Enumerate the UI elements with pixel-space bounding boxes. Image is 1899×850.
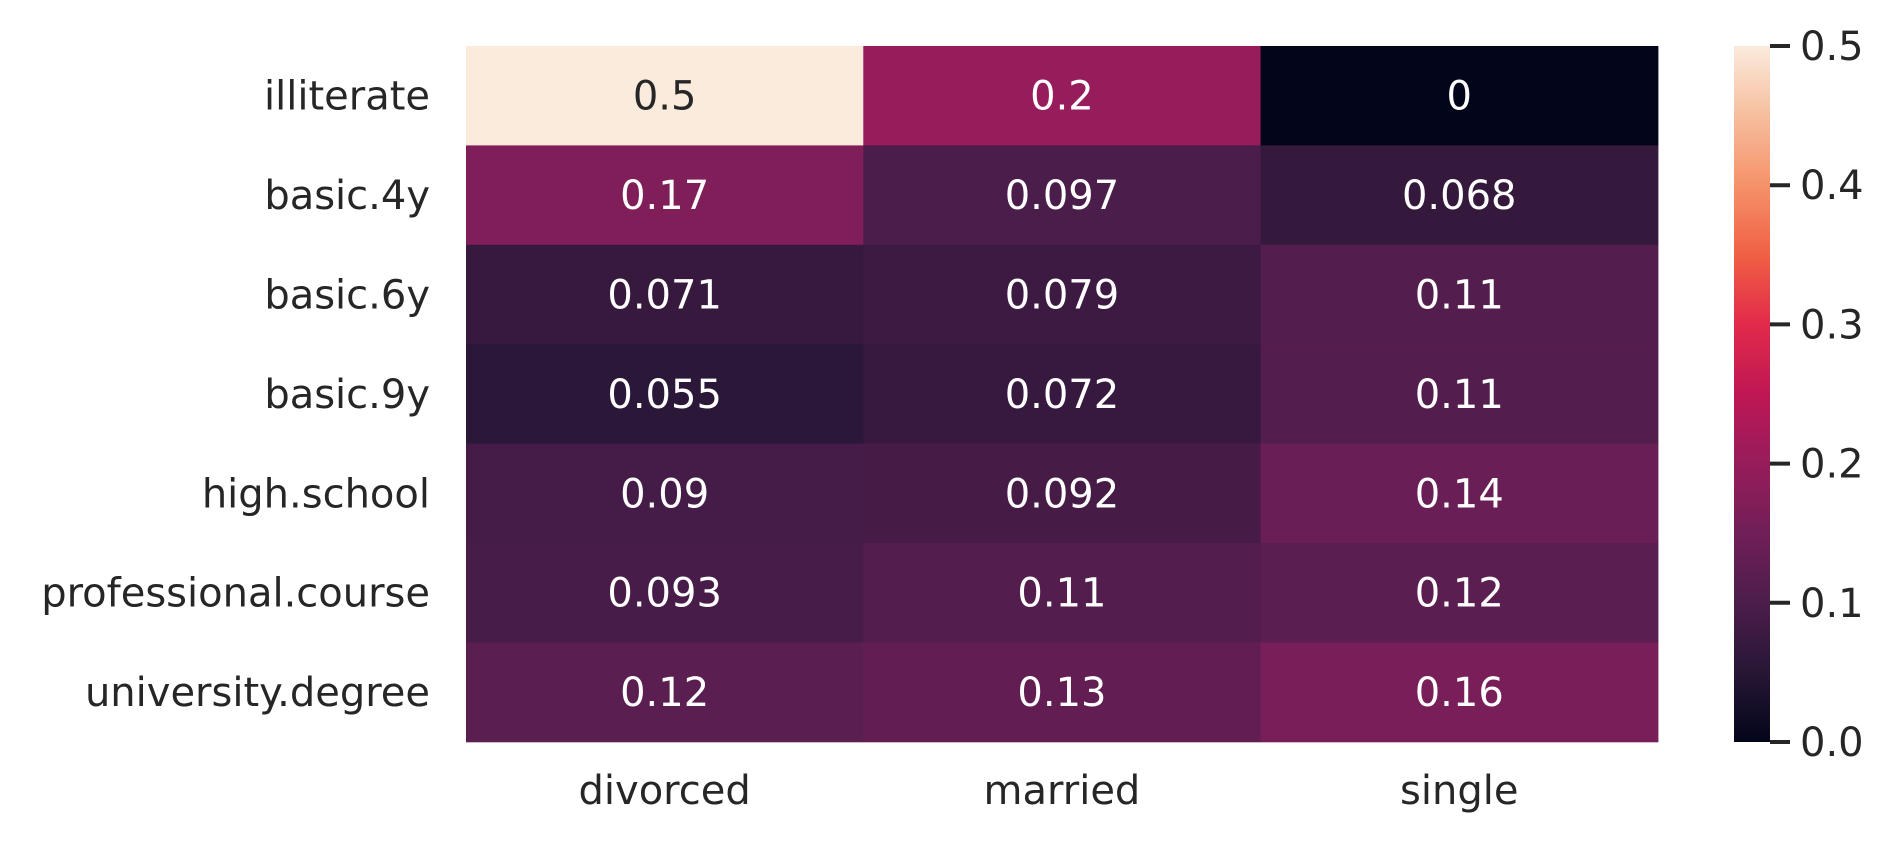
- cell-value-label: 0.16: [1415, 670, 1504, 716]
- heatmap-cell-professional.course-single: [1260, 543, 1659, 643]
- heatmap-cell-professional.course-divorced: [466, 543, 864, 643]
- colorbar: 0.0 0.1 0.2 0.3 0.4 0.5: [1734, 24, 1864, 766]
- heatmap-cell-basic.4y-married: [863, 145, 1262, 246]
- cell-value-label: 0.072: [1005, 372, 1120, 418]
- heatmap-cell-professional.course-married: [863, 543, 1262, 643]
- column-label-single: single: [1400, 768, 1518, 814]
- row-label-basic.9y: basic.9y: [264, 372, 430, 418]
- colorbar-tick-label: 0.0: [1800, 720, 1864, 766]
- row-label-basic.4y: basic.4y: [264, 173, 430, 219]
- row-label-basic.6y: basic.6y: [264, 273, 430, 319]
- heatmap-cell-basic.6y-divorced: [466, 244, 864, 345]
- cell-value-label: 0.11: [1017, 571, 1106, 617]
- heatmap-cell-basic.6y-single: [1260, 244, 1659, 345]
- heatmap-cell-university.degree-married: [863, 642, 1262, 743]
- heatmap-cell-basic.9y-divorced: [466, 344, 864, 445]
- colorbar-tick-label: 0.4: [1800, 163, 1864, 209]
- heatmap-cell-university.degree-divorced: [466, 642, 864, 743]
- row-label-professional.course: professional.course: [41, 571, 430, 617]
- heatmap-cell-basic.9y-single: [1260, 344, 1659, 445]
- colorbar-gradient: [1734, 46, 1770, 742]
- heatmap-cell-university.degree-single: [1260, 642, 1659, 743]
- cell-value-label: 0.097: [1005, 173, 1120, 219]
- colorbar-tick-label: 0.5: [1800, 24, 1864, 70]
- cell-value-label: 0.068: [1402, 173, 1517, 219]
- heatmap-cell-illiterate-divorced: [466, 46, 864, 146]
- cell-value-label: 0.09: [620, 471, 709, 517]
- colorbar-tick-label: 0.3: [1800, 302, 1864, 348]
- heatmap-cell-high.school-married: [863, 443, 1262, 544]
- column-label-divorced: divorced: [579, 768, 751, 814]
- heatmap-cell-basic.4y-single: [1260, 145, 1659, 246]
- column-labels: divorced married single: [579, 768, 1519, 814]
- heatmap-cell-high.school-single: [1260, 443, 1659, 544]
- cell-value-label: 0.093: [607, 571, 722, 617]
- heatmap-cell-basic.4y-divorced: [466, 145, 864, 246]
- column-label-married: married: [984, 768, 1141, 814]
- heatmap-cell-illiterate-single: [1260, 46, 1659, 146]
- cell-value-label: 0.17: [620, 173, 709, 219]
- row-label-high.school: high.school: [202, 471, 430, 517]
- row-label-university.degree: university.degree: [85, 670, 430, 716]
- cell-value-label: 0.079: [1005, 273, 1120, 319]
- cell-value-label: 0.11: [1415, 273, 1504, 319]
- colorbar-tick-label: 0.2: [1800, 442, 1864, 488]
- cell-value-label: 0.5: [633, 74, 697, 120]
- cell-value-label: 0.092: [1005, 471, 1120, 517]
- colorbar-tick-label: 0.1: [1800, 581, 1864, 627]
- cell-value-label: 0: [1447, 74, 1472, 120]
- row-labels: illiterate basic.4y basic.6y basic.9y high.s…: [41, 74, 430, 716]
- cell-value-label: 0.2: [1030, 74, 1094, 120]
- cell-value-label: 0.11: [1415, 372, 1504, 418]
- heatmap-cell-basic.9y-married: [863, 344, 1262, 445]
- cell-value-label: 0.071: [607, 273, 722, 319]
- heatmap-cells: 0.5 0.2 0 0.17 0.097 0.068 0.071 0.079 0.11 0.055…: [466, 46, 1659, 743]
- heatmap-cell-high.school-divorced: [466, 443, 864, 544]
- heatmap-cell-basic.6y-married: [863, 244, 1262, 345]
- cell-value-label: 0.13: [1017, 670, 1106, 716]
- cell-value-label: 0.055: [607, 372, 722, 418]
- heatmap-cell-illiterate-married: [863, 46, 1262, 146]
- cell-value-label: 0.12: [620, 670, 709, 716]
- row-label-illiterate: illiterate: [264, 74, 430, 120]
- cell-value-label: 0.12: [1415, 571, 1504, 617]
- cell-value-label: 0.14: [1415, 471, 1504, 517]
